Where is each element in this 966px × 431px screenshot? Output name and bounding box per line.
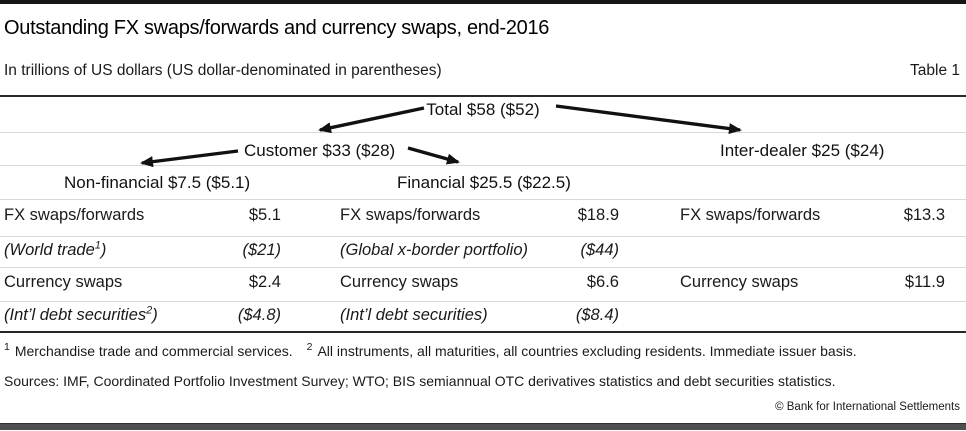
cell-nonfinancial-fx: FX swaps/forwards $5.1 — [4, 206, 281, 225]
subtitle-row: In trillions of US dollars (US dollar-de… — [4, 62, 960, 80]
footnote-1-text: Merchandise trade and commercial service… — [14, 342, 293, 359]
gridline-row-3 — [0, 301, 966, 302]
cell-intl-debt-1: (Int’l debt securities2) ($4.8) — [4, 304, 281, 324]
cell-global-xborder: (Global x-border portfolio) ($44) — [340, 241, 619, 260]
row-label: (World trade — [4, 241, 95, 259]
row-value: ($44) — [580, 241, 619, 259]
bottom-border-bar — [0, 423, 966, 430]
row-value: ($21) — [242, 241, 281, 259]
cell-world-trade: (World trade1) ($21) — [4, 239, 281, 259]
footnote-ref-1: 1 — [94, 239, 101, 252]
footnote-2-marker: 2 — [306, 341, 313, 353]
gridline-row-2 — [0, 267, 966, 268]
row-value: $2.4 — [248, 273, 281, 291]
row-value: $13.3 — [903, 206, 945, 224]
gridline-tree-2 — [0, 165, 966, 166]
page-title: Outstanding FX swaps/forwards and curren… — [4, 17, 550, 39]
gridline-row-1 — [0, 236, 966, 237]
cell-financial-fx: FX swaps/forwards $18.9 — [340, 206, 619, 225]
row-value: $11.9 — [904, 273, 945, 291]
table-row-currency-swaps: Currency swaps $2.4 Currency swaps $6.6 … — [0, 273, 966, 295]
cell-nonfinancial-ccy: Currency swaps $2.4 — [4, 273, 281, 292]
units-subtitle: In trillions of US dollars (US dollar-de… — [4, 62, 442, 79]
row-value: $6.6 — [586, 273, 619, 291]
arrow-customer-to-financial — [407, 146, 460, 165]
row-label: Currency swaps — [4, 273, 123, 291]
row-label: FX swaps/forwards — [4, 206, 145, 224]
top-border-bar — [0, 0, 966, 4]
sources-line: Sources: IMF, Coordinated Portfolio Inve… — [4, 373, 836, 389]
row-label: (Int’l debt securities) — [340, 306, 488, 324]
row-label: FX swaps/forwards — [680, 206, 821, 224]
cell-intl-debt-2: (Int’l debt securities) ($8.4) — [340, 306, 619, 325]
footnote-ref-2: 2 — [146, 304, 153, 317]
table-row-memo-trade: (World trade1) ($21) (Global x-border po… — [0, 239, 966, 263]
table-row-memo-debt: (Int’l debt securities2) ($4.8) (Int’l d… — [0, 304, 966, 328]
tree-node-customer: Customer $33 ($28) — [244, 141, 396, 160]
tree-node-non-financial: Non-financial $7.5 ($5.1) — [64, 173, 251, 192]
footnote-1-marker: 1 — [4, 341, 10, 353]
cell-interdealer-ccy: Currency swaps $11.9 — [680, 273, 945, 292]
gridline-tree-1 — [0, 132, 966, 133]
row-value: $5.1 — [248, 206, 281, 224]
row-label: (Int’l debt securities — [4, 306, 147, 324]
copyright-notice: © Bank for International Settlements — [775, 401, 960, 413]
row-value: ($4.8) — [237, 306, 281, 324]
tree-node-financial: Financial $25.5 ($22.5) — [397, 173, 571, 192]
footnotes: 1 Merchandise trade and commercial servic… — [4, 341, 960, 359]
table-number-label: Table 1 — [910, 62, 960, 79]
row-label: Currency swaps — [680, 273, 799, 291]
cell-financial-ccy: Currency swaps $6.6 — [340, 273, 619, 292]
tree-node-total: Total $58 ($52) — [426, 100, 540, 119]
row-label: Currency swaps — [340, 273, 459, 291]
table-bottom-rule — [0, 331, 966, 333]
gridline-tree-3 — [0, 199, 966, 200]
row-label: (Global x-border portfolio) — [340, 241, 528, 259]
footnote-2-text: All instruments, all maturities, all cou… — [317, 342, 857, 359]
header-rule — [0, 95, 966, 97]
table-row-fx-swaps: FX swaps/forwards $5.1 FX swaps/forwards… — [0, 206, 966, 228]
tree-node-inter-dealer: Inter-dealer $25 ($24) — [720, 141, 885, 160]
arrow-customer-to-non-financial — [140, 149, 239, 168]
row-value: ($8.4) — [575, 306, 619, 324]
row-value: $18.9 — [577, 206, 619, 224]
row-label: FX swaps/forwards — [340, 206, 481, 224]
cell-interdealer-fx: FX swaps/forwards $13.3 — [680, 206, 945, 225]
